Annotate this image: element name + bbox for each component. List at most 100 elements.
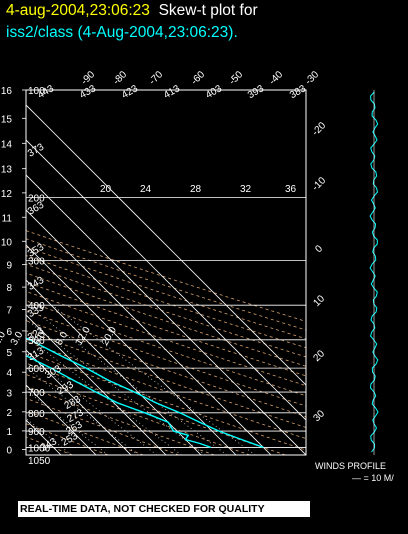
adiabat-label: 253 [60,431,80,449]
moist-label: 28 [190,184,202,195]
isotherm-line [26,139,306,421]
adiabat-label: 313 [26,345,46,363]
height-tick-label: 9 [6,261,12,272]
height-tick-label: 12 [1,189,13,200]
isotherm-right-label: 10 [311,293,327,309]
quality-notice: REAL-TIME DATA, NOT CHECKED FOR QUALITY [18,501,310,517]
height-tick-label: 1 [6,427,12,438]
dry-adiabat [26,410,144,455]
isotherm-top-label: -60 [189,69,207,87]
winds-scale-label: — = 10 M/ [352,473,394,483]
isotherm-top-label: -30 [303,69,321,87]
isotherm-line [26,174,306,455]
mixing-ratio-lines [26,304,256,455]
adiabat-label: 403 [204,83,224,101]
adiabat-label: 413 [162,83,182,101]
adiabat-label: 243 [39,436,59,454]
isotherm-right-label: 0 [313,243,325,255]
pressure-tick-label: 900 [28,427,45,438]
moist-label: 24 [140,184,152,195]
pressure-tick-label: 700 [28,388,45,399]
mixing-ratio-line [26,335,182,455]
isotherm-top-label: -50 [227,69,245,87]
header-line-1: 4-aug-2004,23:06:23 Skew-t plot for [6,2,258,20]
adiabat-label: 423 [120,83,140,101]
pressure-tick-label: 1050 [28,456,51,467]
isotherm-line [26,209,272,455]
height-tick-label: 6 [6,327,12,338]
temperature-trace [26,337,264,449]
isotherm-right-label: 20 [311,348,327,364]
mixing-ratio-line [51,304,256,455]
winds-profile: WINDS PROFILE — = 10 M/ [315,90,394,483]
height-tick-label: 2 [6,408,12,419]
mixing-ratio-line [26,304,228,455]
isotherm-right-label: 30 [311,408,327,424]
sounding-timestamp: 4-aug-2004,23:06:23 [6,2,150,19]
adiabat-label: 393 [246,83,266,101]
mixing-ratio-line [26,389,109,455]
axis-labels: 1002003004005006007008009001000105016151… [0,69,329,467]
isotherm-top-label: -70 [147,69,165,87]
height-tick-label: 7 [6,305,12,316]
pressure-tick-label: 800 [28,409,45,420]
moist-label: 32 [240,184,252,195]
dry-adiabat [26,397,180,455]
isotherm-line [26,104,306,386]
pressure-tick-label: 400 [28,301,45,312]
pressure-tick-label: 300 [28,257,45,268]
isotherm-line [26,384,97,455]
pressure-tick-label: 500 [28,336,45,347]
plot-title: Skew-t plot for [158,2,258,19]
mixing-ratio-label: 2.0 [0,329,8,347]
dry-adiabat [26,230,306,322]
isotherms [26,104,306,455]
isotherm-top-label: -40 [267,69,285,87]
dry-adiabat [26,272,306,367]
height-tick-label: 0 [6,445,12,456]
dry-adiabats [26,230,306,455]
dataset-label: iss2/class (4-Aug-2004,23:06:23). [6,24,238,41]
mixing-ratio-line [26,319,206,455]
dry-adiabat [26,310,306,407]
pressure-tick-label: 1000 [28,443,51,454]
height-tick-label: 3 [6,388,12,399]
height-tick-label: 8 [6,283,12,294]
dry-adiabat [26,330,306,428]
height-tick-label: 10 [1,237,13,248]
dry-adiabat [26,238,306,331]
height-tick-label: 14 [1,139,13,150]
moist-label: 20 [100,184,112,195]
dry-adiabat [26,340,306,440]
dry-adiabat [26,255,306,349]
height-tick-label: 13 [1,165,13,176]
isotherm-top-label: -90 [79,69,97,87]
dewpoint-trace [26,354,212,449]
isotherm-line [26,349,132,455]
isotherm-right-label: -10 [310,175,328,193]
height-tick-label: 15 [1,114,13,125]
height-tick-label: 5 [6,348,12,359]
dry-adiabat [26,351,306,451]
dry-adiabat [26,246,306,340]
dry-adiabat [26,281,306,377]
profile-series [26,337,264,449]
pressure-tick-label: 200 [28,194,45,205]
isotherm-line [26,244,237,455]
adiabat-label: 343 [26,275,46,293]
height-tick-label: 4 [6,368,12,379]
isotherm-line [26,314,167,455]
adiabat-label: 293 [56,379,76,397]
winds-profile-label: WINDS PROFILE [315,461,386,471]
moist-label: 36 [285,184,297,195]
dry-adiabat [26,290,306,387]
isotherm-top-label: -80 [111,69,129,87]
height-tick-label: 11 [2,213,13,224]
dry-adiabat [26,320,306,418]
plot-frame [25,89,307,456]
pressure-tick-label: 600 [28,364,45,375]
adiabat-label: 383 [288,83,308,101]
dry-adiabat [26,362,286,455]
height-tick-label: 16 [1,86,13,97]
